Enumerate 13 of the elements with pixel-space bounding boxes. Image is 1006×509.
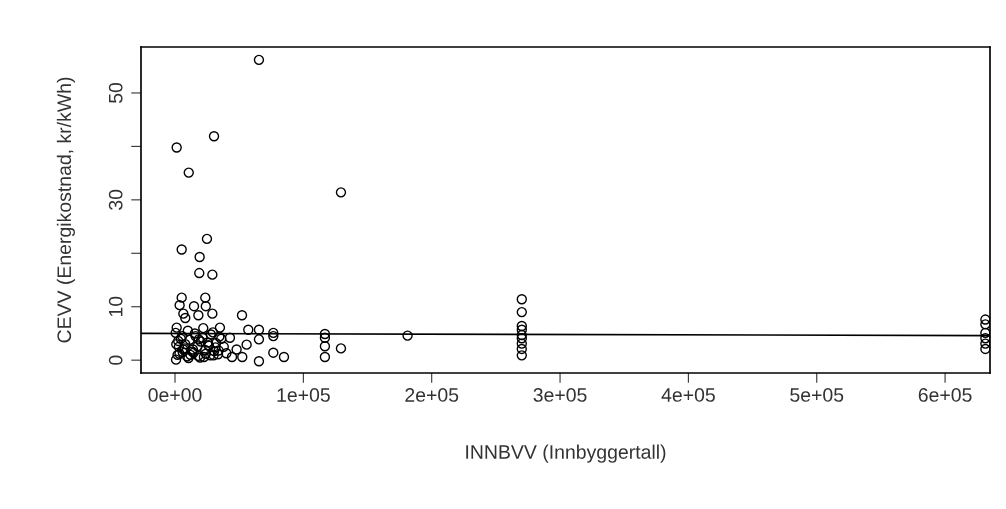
x-axis-title: INNBVV (Innbyggertall) (466, 444, 666, 463)
x-tick-label: 6e+05 (918, 388, 972, 402)
y-tick-label: 30 (108, 189, 123, 210)
x-tick-label: 2e+05 (405, 388, 459, 402)
y-tick-label: 10 (108, 296, 123, 317)
x-tick-label: 5e+05 (790, 388, 844, 402)
x-tick-label: 3e+05 (533, 388, 587, 402)
x-tick-label: 4e+05 (661, 388, 715, 402)
y-axis-title: CEVV (Energikostnad, kr/kWh) (56, 77, 75, 343)
x-tick-label: 0e+00 (148, 388, 202, 402)
y-tick-label: 50 (108, 82, 123, 103)
x-tick-label: 1e+05 (277, 388, 330, 402)
y-tick-label: 0 (108, 355, 123, 365)
